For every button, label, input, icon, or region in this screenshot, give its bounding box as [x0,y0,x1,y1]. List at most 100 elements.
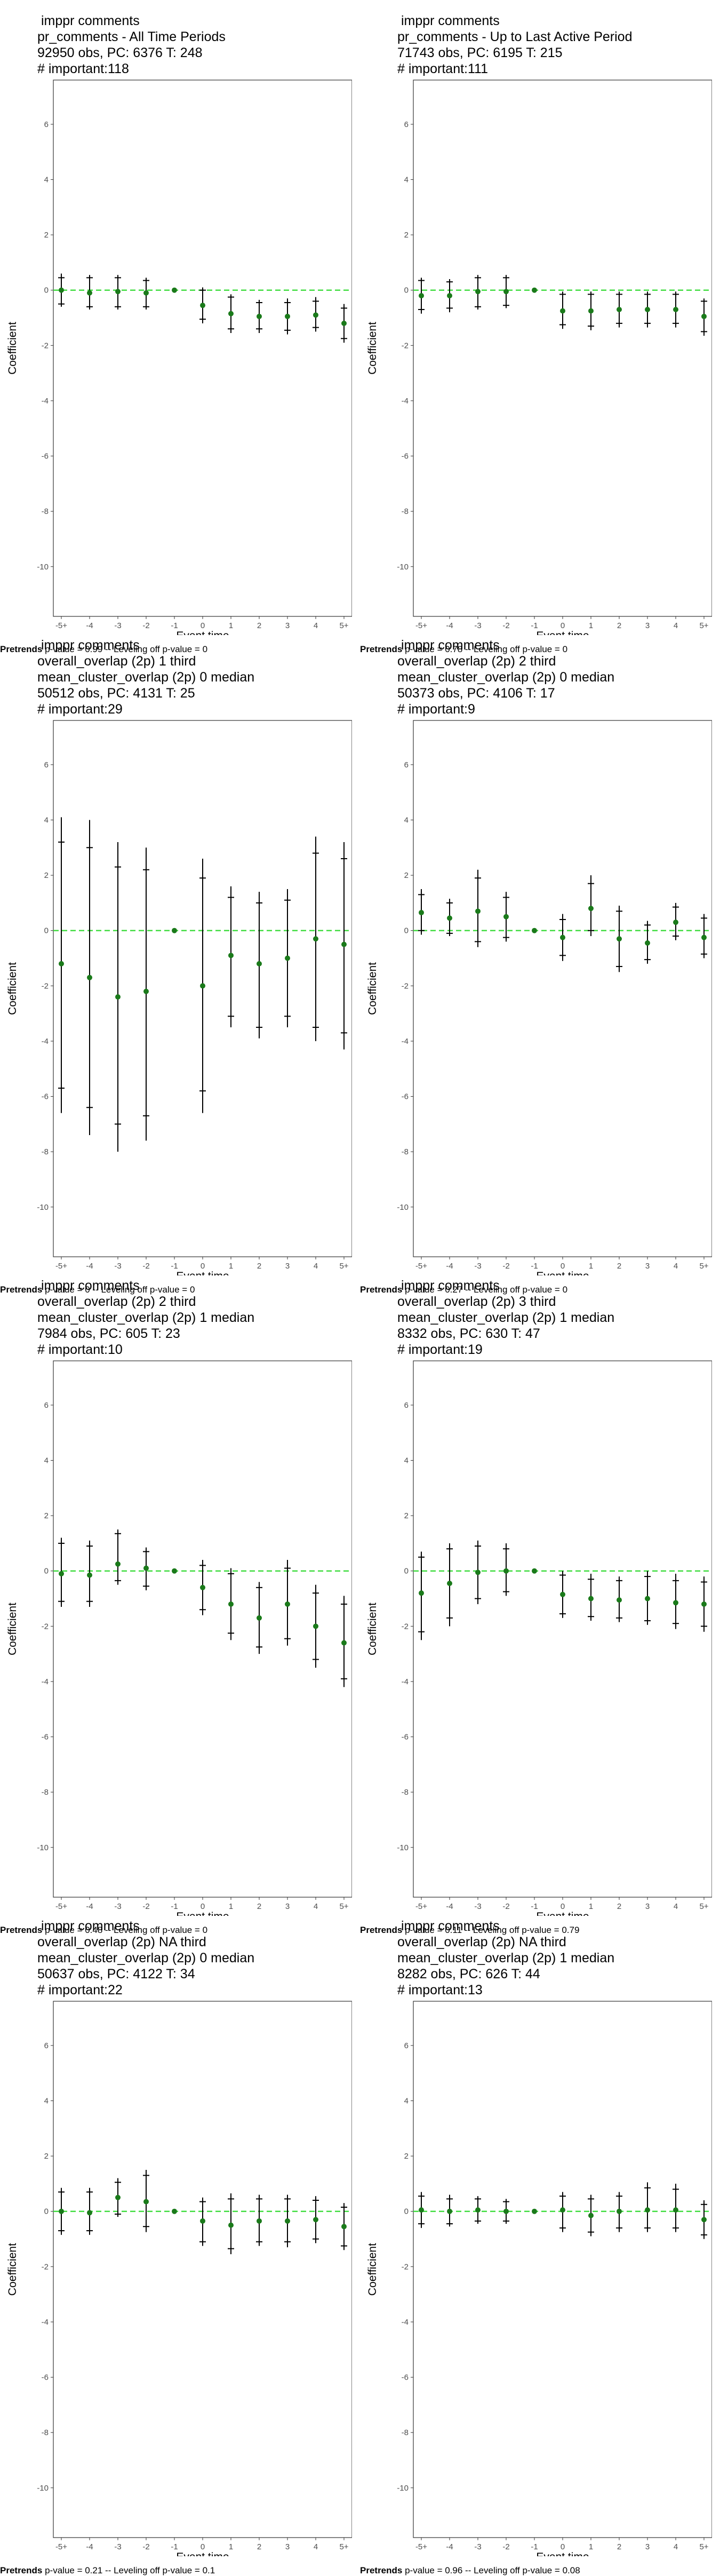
y-tick-label: -10 [397,562,409,572]
panel-title-line: # important:19 [397,1342,483,1357]
estimate-marker [58,273,65,307]
x-tick-label: 0 [201,2542,205,2551]
x-tick-label: 4 [314,2542,318,2551]
y-tick-label: -8 [42,1788,49,1797]
panel-title-line: 8282 obs, PC: 626 T: 44 [397,1967,540,1981]
panel-title-line: imppr comments [397,1919,500,1933]
y-axis-label: Coefficient [6,1603,19,1655]
point-estimate [200,1584,205,1590]
y-tick-label: -2 [402,341,409,350]
panel-border [53,1360,352,1898]
panel-title-line: 50512 obs, PC: 4131 T: 25 [37,686,195,701]
estimate-marker [199,287,206,323]
panel-title-line: pr_comments - Up to Last Active Period [397,29,633,44]
point-estimate [285,2218,290,2224]
x-tick-label: -3 [474,2542,481,2551]
y-axis-label: Coefficient [366,1603,379,1655]
x-tick-label: -1 [531,2542,538,2551]
x-axis-label: Event time [536,1911,589,1916]
point-estimate [475,908,481,914]
estimate-marker [86,820,93,1136]
point-estimate [115,2194,121,2200]
estimate-marker [475,869,481,947]
estimate-marker [701,1576,707,1632]
point-estimate [588,2213,594,2218]
x-tick-label: -2 [142,1902,149,1911]
estimate-marker [256,1582,262,1654]
panel-title-line: # important:111 [397,61,489,76]
x-tick-label: 2 [617,2542,621,2551]
x-tick-label: -2 [502,2542,509,2551]
estimate-marker [284,1559,291,1646]
footnote-text: p-value = 0.11 -- Leveling off p-value =… [402,1925,580,1935]
y-tick-label: 4 [44,1456,49,1465]
estimate-marker [228,294,234,334]
panel-title-line: # important:10 [37,1342,123,1357]
x-tick-label: -1 [531,1262,538,1271]
estimate-marker [228,2193,234,2255]
point-estimate [588,1596,594,1602]
x-tick-label: -2 [142,621,149,630]
x-tick-label: -4 [446,1262,453,1271]
estimate-marker [284,2194,291,2248]
estimate-marker [475,1540,481,1604]
x-tick-label: -5+ [55,2542,67,2551]
point-estimate [257,313,262,319]
x-tick-label: -1 [531,621,538,630]
point-estimate [115,289,121,295]
x-tick-label: -4 [86,1262,93,1271]
estimate-marker [673,1573,679,1629]
y-tick-label: 0 [404,1567,409,1576]
point-estimate [228,1601,234,1607]
point-estimate [503,2208,509,2214]
point-estimate [285,955,290,961]
x-tick-label: 4 [314,1902,318,1911]
estimate-marker [503,275,509,308]
y-tick-label: 2 [404,1511,409,1520]
chart-panel-2: imppr comments pr_comments - Up to Last A… [360,0,712,654]
panel-title-line: overall_overlap (2p) 2 third [397,654,556,669]
point-estimate [419,2207,424,2213]
point-estimate [673,1600,678,1606]
estimate-marker [418,889,425,935]
panel-title-line: overall_overlap (2p) NA third [397,1935,566,1949]
pvalue-footnote: Pretrends p-value = 0.11 -- Leveling off… [360,1925,579,1936]
estimate-marker [673,902,679,940]
estimate-marker [532,287,537,293]
estimate-marker [503,1543,509,1596]
x-tick-label: 3 [285,621,290,630]
x-tick-label: 2 [617,621,621,630]
x-tick-label: -5+ [415,1262,427,1271]
x-tick-label: 4 [674,621,678,630]
estimate-marker [341,2203,347,2250]
estimate-marker [616,2192,622,2232]
point-estimate [143,1565,149,1571]
panel-title-line: # important:22 [37,1983,123,1998]
x-tick-label: 1 [229,2542,233,2551]
x-tick-label: 2 [257,1902,261,1911]
y-axis-label: Coefficient [6,962,19,1015]
x-axis-label: Event time [176,2551,229,2556]
estimate-marker [86,2187,93,2235]
x-tick-label: -2 [502,1262,509,1271]
panel-title-line: overall_overlap (2p) 2 third [37,1294,196,1309]
x-tick-label: 1 [589,1262,593,1271]
point-estimate [419,1590,424,1596]
x-tick-label: 2 [617,1902,621,1911]
estimate-marker [559,291,566,329]
estimate-marker [673,2183,679,2232]
point-estimate [59,1571,64,1576]
panel-title-line: 71743 obs, PC: 6195 T: 215 [397,45,563,60]
x-tick-label: -5+ [415,621,427,630]
point-estimate [257,2218,262,2224]
point-estimate [172,928,177,933]
x-tick-label: 3 [645,1902,650,1911]
x-tick-label: 5+ [339,621,348,630]
point-estimate [200,303,205,308]
y-tick-label: 0 [44,2207,49,2216]
panel-title: imppr comments overall_overlap (2p) 2 thi… [37,1278,352,1358]
x-tick-label: -5+ [55,621,67,630]
